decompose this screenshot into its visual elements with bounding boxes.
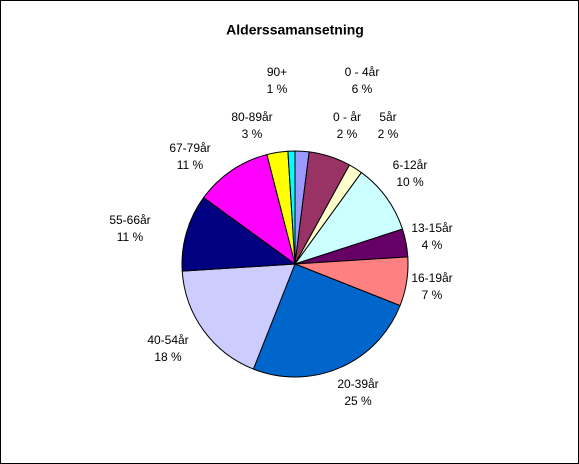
slice-value-label: 4 %	[422, 238, 443, 252]
slice-label: 0 - år	[333, 110, 361, 124]
pie-slice	[287, 150, 296, 265]
slice-label: 80-89år	[231, 110, 272, 124]
slice-label: 16-19år	[411, 271, 452, 285]
slice-label: 13-15år	[411, 221, 452, 235]
slice-value-label: 1 %	[267, 82, 288, 96]
slice-value-label: 11 %	[117, 230, 144, 244]
slice-label: 90+	[267, 65, 287, 79]
slice-value-label: 3 %	[242, 127, 263, 141]
slice-label: 40-54år	[147, 333, 188, 347]
slice-value-label: 2 %	[337, 127, 358, 141]
slice-label: 6-12år	[393, 158, 428, 172]
slice-label: 0 - 4år	[345, 65, 380, 79]
chart-title: Alderssamansetning	[226, 22, 364, 38]
slice-label: 20-39år	[337, 377, 378, 391]
pie-slice	[181, 196, 297, 272]
slice-label: 5år	[379, 110, 396, 124]
pie-slice	[252, 263, 401, 378]
pie-slice	[293, 171, 404, 265]
slice-label: 67-79år	[169, 141, 210, 155]
slice-value-label: 2 %	[378, 127, 399, 141]
slice-value-label: 10 %	[396, 175, 424, 189]
pie-slice	[181, 263, 296, 370]
slice-label: 55-66år	[109, 213, 150, 227]
slice-value-label: 6 %	[352, 82, 373, 96]
slice-value-label: 25 %	[344, 394, 372, 408]
slice-value-label: 7 %	[422, 288, 443, 302]
slice-value-label: 11 %	[177, 158, 204, 172]
pie-slice	[202, 153, 296, 266]
slice-value-label: 18 %	[154, 350, 182, 364]
